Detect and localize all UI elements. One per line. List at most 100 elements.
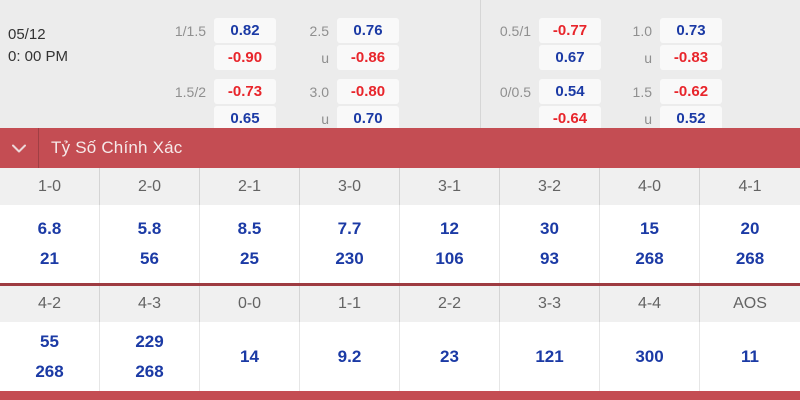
odds-value-button[interactable]: -0.90	[214, 45, 276, 70]
under-label: u	[644, 49, 652, 66]
bottom-section-bar	[0, 391, 800, 400]
score-odds-value[interactable]: 229	[135, 331, 164, 351]
score-odds-value[interactable]: 15	[640, 219, 659, 238]
score-odds-cell: 121	[500, 322, 600, 391]
odds-cell: 0.5/1 -0.77	[477, 18, 601, 43]
score-odds-value[interactable]: 30	[540, 219, 559, 238]
odds-cell: u -0.86	[275, 45, 399, 70]
score-odds-value[interactable]: 268	[135, 361, 164, 381]
score-odds-value[interactable]: 8.5	[237, 219, 262, 238]
score-odds-cell: 11	[700, 322, 800, 391]
score-odds-value[interactable]: 23	[440, 346, 459, 366]
odds-value-button[interactable]: 0.67	[539, 45, 601, 70]
handicap-label: 1.5/2	[174, 83, 206, 100]
score-odds-cell: 15 268	[600, 205, 700, 283]
odds-cell: 0/0.5 0.54	[477, 79, 601, 104]
score-header: 4-2	[0, 286, 100, 322]
odds-cell: 0.67	[477, 45, 601, 70]
score-odds-value[interactable]: 300	[635, 346, 664, 366]
header-divider	[38, 128, 39, 168]
line-label: 2.5	[309, 22, 329, 39]
score-odds-value[interactable]: 7.7	[337, 219, 362, 238]
line-label: 3.0	[309, 83, 329, 100]
score-odds-cell: 23	[400, 322, 500, 391]
score-odds-value[interactable]: 121	[535, 346, 564, 366]
score-odds-value[interactable]: 20	[740, 219, 760, 238]
under-label: u	[644, 110, 652, 127]
score-odds-cell: 229 268	[100, 322, 200, 391]
score-header: 1-0	[0, 168, 100, 205]
handicap-label: 1/1.5	[174, 22, 206, 39]
chevron-down-icon[interactable]	[0, 144, 38, 153]
score-odds-value[interactable]: 56	[140, 249, 159, 268]
score-odds-value[interactable]: 5.8	[137, 219, 162, 238]
odds-value-button[interactable]: -0.80	[337, 79, 399, 104]
score-header: 3-2	[500, 168, 600, 205]
odds-value-button[interactable]: -0.77	[539, 18, 601, 43]
score-odds-value[interactable]: 268	[735, 249, 765, 268]
odds-cell: 1/1.5 0.82	[152, 18, 276, 43]
score-odds-cell: 30 93	[500, 205, 600, 283]
score-header-row-1: 1-0 2-0 2-1 3-0 3-1 3-2 4-0 4-1	[0, 168, 800, 205]
handicap-label: 0.5/1	[499, 22, 531, 39]
score-odds-cell: 20 268	[700, 205, 800, 283]
odds-value-button[interactable]: 0.76	[337, 18, 399, 43]
score-header: 4-0	[600, 168, 700, 205]
score-header: 4-1	[738, 178, 762, 195]
correct-score-section-header[interactable]: Tỷ Số Chính Xác	[0, 128, 800, 168]
score-header: 1-1	[300, 286, 400, 322]
odds-panel: 05/12 0: 00 PM 1/1.5 0.82 2.5 0.76 0.5/1…	[0, 0, 800, 131]
score-odds-value[interactable]: 12	[440, 219, 459, 238]
score-odds-cell: 300	[600, 322, 700, 391]
score-odds-cell: 6.8 21	[0, 205, 100, 283]
score-odds-value[interactable]: 6.8	[37, 219, 62, 238]
score-values-row-2: 55 268 229 268 14 9.2 23 121 300 11	[0, 322, 800, 391]
group-separator	[0, 283, 800, 286]
odds-cell: u 0.70	[275, 106, 399, 131]
odds-cell: 3.0 -0.80	[275, 79, 399, 104]
odds-cell: 1.5 -0.62	[598, 79, 722, 104]
section-title: Tỷ Số Chính Xác	[51, 138, 183, 157]
score-odds-value[interactable]: 9.2	[337, 346, 362, 366]
score-header: 2-0	[100, 168, 200, 205]
score-header: 2-2	[400, 286, 500, 322]
odds-value-button[interactable]: 0.82	[214, 18, 276, 43]
score-odds-value[interactable]: 268	[35, 361, 64, 381]
score-odds-cell: 14	[200, 322, 300, 391]
odds-value-button[interactable]: -0.86	[337, 45, 399, 70]
odds-value-button[interactable]: 0.65	[214, 106, 276, 131]
score-odds-value[interactable]: 14	[240, 346, 259, 366]
odds-value-button[interactable]: 0.73	[660, 18, 722, 43]
odds-value-button[interactable]: -0.83	[660, 45, 722, 70]
score-odds-value[interactable]: 230	[335, 249, 364, 268]
score-header: 3-0	[300, 168, 400, 205]
line-label: 1.5	[632, 83, 652, 100]
odds-cell: 1.5/2 -0.73	[152, 79, 276, 104]
match-time: 0: 00 PM	[8, 48, 69, 65]
match-date: 05/12	[8, 26, 46, 43]
under-label: u	[321, 110, 329, 127]
odds-value-button[interactable]: -0.64	[539, 106, 601, 131]
score-odds-value[interactable]: 11	[741, 346, 759, 366]
handicap-label: 0/0.5	[499, 83, 531, 100]
score-odds-cell: 9.2	[300, 322, 400, 391]
odds-value-button[interactable]: 0.52	[660, 106, 722, 131]
odds-value-button[interactable]: -0.73	[214, 79, 276, 104]
score-odds-value[interactable]: 55	[40, 331, 59, 351]
odds-cell: u -0.83	[598, 45, 722, 70]
odds-value-button[interactable]: 0.54	[539, 79, 601, 104]
odds-value-button[interactable]: 0.70	[337, 106, 399, 131]
odds-cell: 1.0 0.73	[598, 18, 722, 43]
score-header: AOS	[733, 295, 767, 312]
score-odds-value[interactable]: 21	[40, 249, 59, 268]
score-odds-cell: 12 106	[400, 205, 500, 283]
score-odds-value[interactable]: 93	[540, 249, 559, 268]
under-label: u	[321, 49, 329, 66]
score-odds-value[interactable]: 25	[240, 249, 259, 268]
odds-cell: 0.65	[152, 106, 276, 131]
score-odds-value[interactable]: 106	[435, 249, 464, 268]
line-label: 1.0	[632, 22, 652, 39]
odds-value-button[interactable]: -0.62	[660, 79, 722, 104]
score-odds-value[interactable]: 268	[635, 249, 664, 268]
score-odds-cell: 8.5 25	[200, 205, 300, 283]
